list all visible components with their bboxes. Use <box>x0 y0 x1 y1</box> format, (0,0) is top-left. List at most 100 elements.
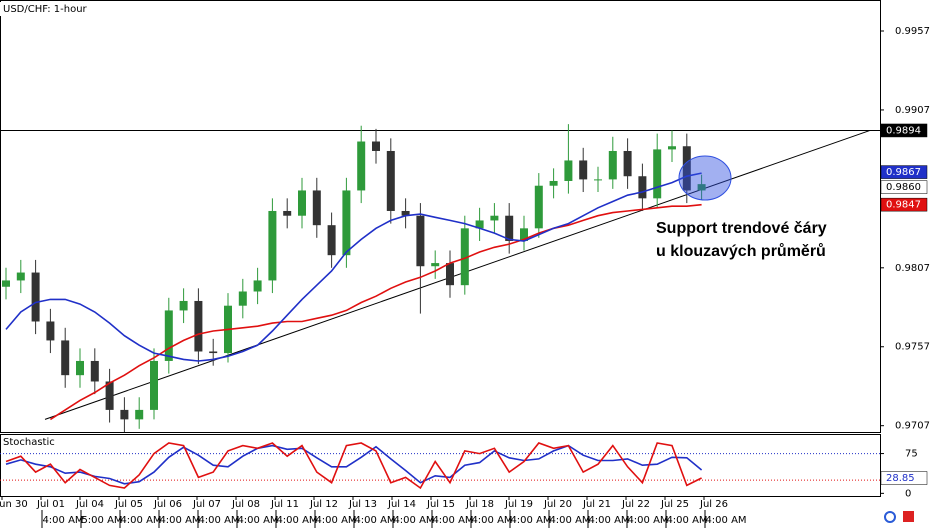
candle-body <box>460 228 469 286</box>
x-time-label: 4:00 AM <box>705 515 746 526</box>
candle-body <box>520 228 528 241</box>
price-tag-label: 28.85 <box>886 473 915 484</box>
candle-body <box>76 360 84 376</box>
price-tag-label: 0.9860 <box>886 182 921 193</box>
candle-body <box>105 381 114 410</box>
candle-body <box>268 210 277 281</box>
candle-body <box>31 272 40 322</box>
candle-body <box>608 150 617 180</box>
x-time-label: 4:00 AM <box>627 515 668 526</box>
x-date-label: Jul 25 <box>660 499 689 510</box>
indicator-title-box <box>1 436 71 449</box>
x-date-label: Jul 08 <box>231 499 260 510</box>
y-tick-label: 0.9957 <box>895 26 930 37</box>
x-time-label: 4:00 AM <box>159 515 200 526</box>
x-time-label: 4:00 AM <box>276 515 317 526</box>
indicator-panel <box>0 434 881 497</box>
candle-body <box>401 210 410 216</box>
price-tag-label: 0.9894 <box>886 125 921 136</box>
x-time-label: 4:00 AM <box>315 515 356 526</box>
candle-body <box>238 291 247 306</box>
x-time-label: 4:00 AM <box>393 515 434 526</box>
x-time-label: 4:00 AM <box>432 515 473 526</box>
annotation: u klouzavých průměrů <box>656 243 826 260</box>
price-tag-label: 0.9867 <box>886 167 921 178</box>
price-tag <box>880 123 928 138</box>
candle-body <box>682 146 691 191</box>
title-box <box>0 2 86 16</box>
y-tick-label: 0.9757 <box>895 342 930 353</box>
candle-body <box>372 141 380 151</box>
candle-body <box>475 220 484 229</box>
plot-layer: 0.9957 0.9907 0.9807 0.9757 0.9707 75 0 Jun 30 J… <box>0 26 930 528</box>
candle-body <box>579 160 588 180</box>
candle-body <box>594 179 602 181</box>
candle-body <box>164 310 173 361</box>
candle-body <box>342 190 351 256</box>
indicator-title: Stochastic <box>3 437 55 448</box>
candle-body <box>386 150 395 211</box>
annotation: Support trendové čáry <box>656 220 827 237</box>
x-date-label: Jul 21 <box>582 499 611 510</box>
moving-average <box>5 172 702 362</box>
support-line <box>44 129 871 420</box>
x-time-label: 4:00 AM <box>198 515 239 526</box>
candle-body <box>638 176 647 199</box>
x-date-label: Jul 14 <box>387 499 416 510</box>
candle-body <box>194 300 203 352</box>
candle-body <box>179 300 188 311</box>
candle-body <box>16 272 25 281</box>
x-date-label: Jul 04 <box>75 499 104 510</box>
y-tick-label: 0.9907 <box>895 105 930 116</box>
candle-body <box>564 160 573 181</box>
x-date-label: Jul 13 <box>348 499 377 510</box>
candle-body <box>357 141 366 191</box>
candle-body <box>253 280 262 292</box>
price-tag <box>880 471 928 485</box>
x-date-label: Jun 30 <box>0 499 28 510</box>
icon[interactable] <box>903 511 914 522</box>
candle-body <box>283 210 292 216</box>
x-date-label: Jul 18 <box>465 499 494 510</box>
x-date-label: Jul 26 <box>699 499 728 510</box>
x-time-label: 4:00 AM <box>588 515 629 526</box>
candle-body <box>653 149 662 199</box>
candle-body <box>46 321 55 341</box>
highlight <box>678 155 732 201</box>
x-date-label: Jul 12 <box>309 499 338 510</box>
icon[interactable] <box>884 511 896 523</box>
x-date-label: Jul 06 <box>153 499 182 510</box>
y-tick-label: 75 <box>905 449 918 460</box>
x-time-label: 4:00 AM <box>666 515 707 526</box>
stochastic-k <box>5 442 702 490</box>
candle-body <box>549 180 558 186</box>
stochastic-d <box>5 444 703 485</box>
x-time-label: 4:00 AM <box>549 515 590 526</box>
x-date-label: Jul 19 <box>504 499 533 510</box>
candle-body <box>135 409 144 420</box>
candle-body <box>446 263 454 286</box>
candle-body <box>2 280 10 287</box>
candle-body <box>490 215 499 221</box>
x-time-label: 5:00 AM <box>81 515 122 526</box>
x-time-label: 4:00 AM <box>471 515 512 526</box>
candle-body <box>534 185 543 229</box>
x-time-label: 4:00 AM <box>237 515 278 526</box>
candle-body <box>505 215 514 241</box>
candle-body <box>416 215 425 267</box>
candle-body <box>697 184 706 191</box>
x-date-label: Jul 20 <box>543 499 572 510</box>
main-panel <box>0 0 881 433</box>
candle-body <box>431 263 440 267</box>
y-tick-label: 0.9807 <box>895 263 930 274</box>
x-date-label: Jul 07 <box>192 499 221 510</box>
price-tag <box>880 197 928 212</box>
price-tag-label: 0.9847 <box>886 200 921 211</box>
toolbar-icons[interactable] <box>884 511 914 523</box>
x-time-label: 4:00 AM <box>510 515 551 526</box>
x-date-label: Jul 01 <box>36 499 65 510</box>
candle-body <box>668 146 676 150</box>
x-date-label: Jul 15 <box>426 499 455 510</box>
candle-body <box>312 190 321 226</box>
